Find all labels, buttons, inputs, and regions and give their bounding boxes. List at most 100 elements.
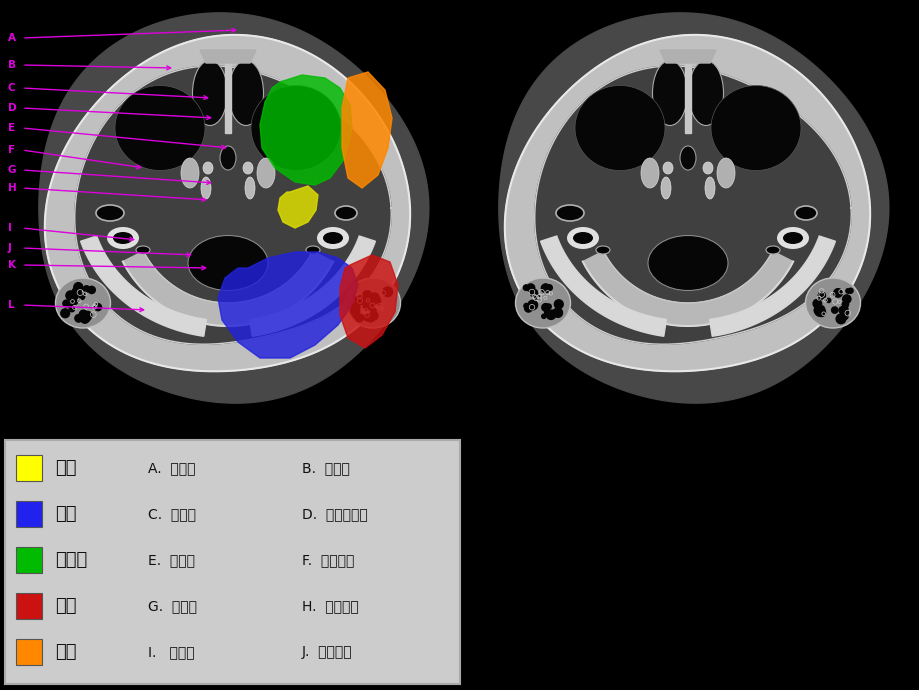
Circle shape [81,293,85,297]
Circle shape [71,297,77,305]
Circle shape [552,308,562,317]
Circle shape [355,314,363,322]
Text: L: L [8,300,15,310]
Circle shape [354,297,357,301]
Circle shape [529,289,537,297]
Circle shape [546,310,555,319]
Polygon shape [278,186,318,228]
Circle shape [523,285,528,290]
Text: K: K [8,260,16,270]
Circle shape [812,299,821,308]
Circle shape [362,290,371,301]
Circle shape [841,308,847,315]
Ellipse shape [306,246,320,254]
Text: G: G [8,165,17,175]
Circle shape [370,293,379,302]
Circle shape [831,307,837,313]
Circle shape [74,283,83,292]
Ellipse shape [794,206,816,220]
Ellipse shape [323,232,343,244]
Circle shape [61,309,70,317]
Circle shape [534,295,539,299]
Text: 枝骨: 枝骨 [55,505,76,523]
Circle shape [550,313,554,318]
Polygon shape [709,236,834,336]
Circle shape [95,304,101,310]
Text: E: E [8,123,15,133]
Text: B.  颌颌缝: B. 颌颌缝 [301,461,349,475]
Ellipse shape [251,86,341,170]
Circle shape [83,311,92,320]
Circle shape [817,308,824,317]
Circle shape [72,287,81,296]
Ellipse shape [652,61,686,126]
Circle shape [366,299,375,308]
Polygon shape [505,35,869,371]
Circle shape [367,315,374,322]
Ellipse shape [766,246,779,254]
Circle shape [546,304,550,309]
Circle shape [813,306,822,315]
Text: B: B [8,60,16,70]
Text: H.  螺骨翼突: H. 螺骨翼突 [301,599,358,613]
Ellipse shape [647,235,727,290]
Circle shape [815,306,824,314]
Ellipse shape [136,246,150,254]
Ellipse shape [107,227,139,249]
Circle shape [842,295,850,303]
Circle shape [847,288,852,293]
Ellipse shape [687,61,722,126]
Circle shape [835,314,845,324]
Ellipse shape [663,162,673,174]
Circle shape [554,299,562,308]
Circle shape [841,302,847,308]
Circle shape [79,294,85,299]
Ellipse shape [317,227,348,249]
Circle shape [69,306,74,312]
Circle shape [541,304,549,311]
Text: G.  翼腮窝: G. 翼腮窝 [148,599,197,613]
Text: 颌骨: 颌骨 [55,643,76,661]
Text: F.  颌骨颡突: F. 颌骨颡突 [301,553,354,567]
Circle shape [363,302,371,310]
Ellipse shape [641,158,658,188]
Ellipse shape [187,235,267,290]
Bar [5,440,460,684]
Ellipse shape [573,232,593,244]
Ellipse shape [782,232,802,244]
Circle shape [841,313,847,319]
Circle shape [370,308,376,313]
Text: F: F [8,145,15,155]
Circle shape [368,315,371,319]
Ellipse shape [555,205,584,221]
Bar [16,547,42,573]
Circle shape [66,291,75,300]
Polygon shape [342,72,391,188]
Circle shape [382,287,392,297]
Ellipse shape [346,278,400,328]
Circle shape [528,300,537,310]
Text: 颡骨: 颡骨 [55,597,76,615]
Polygon shape [39,13,428,403]
Circle shape [85,316,90,322]
Polygon shape [199,50,255,63]
Text: D: D [8,103,17,113]
Ellipse shape [181,158,199,188]
Polygon shape [225,53,231,133]
Text: J: J [8,243,12,253]
Text: E.  鼻中隔: E. 鼻中隔 [148,553,195,567]
Text: I.   下颌头: I. 下颌头 [148,645,195,659]
Circle shape [553,310,558,315]
Text: H: H [8,183,17,193]
Circle shape [845,288,849,293]
Ellipse shape [55,278,110,328]
Circle shape [363,299,371,308]
Ellipse shape [244,177,255,199]
Circle shape [546,285,551,290]
Ellipse shape [710,86,800,170]
Circle shape [833,288,842,297]
Ellipse shape [243,162,253,174]
Ellipse shape [660,177,670,199]
Circle shape [365,299,375,308]
Text: D.  上颌穦开口: D. 上颌穦开口 [301,507,368,521]
